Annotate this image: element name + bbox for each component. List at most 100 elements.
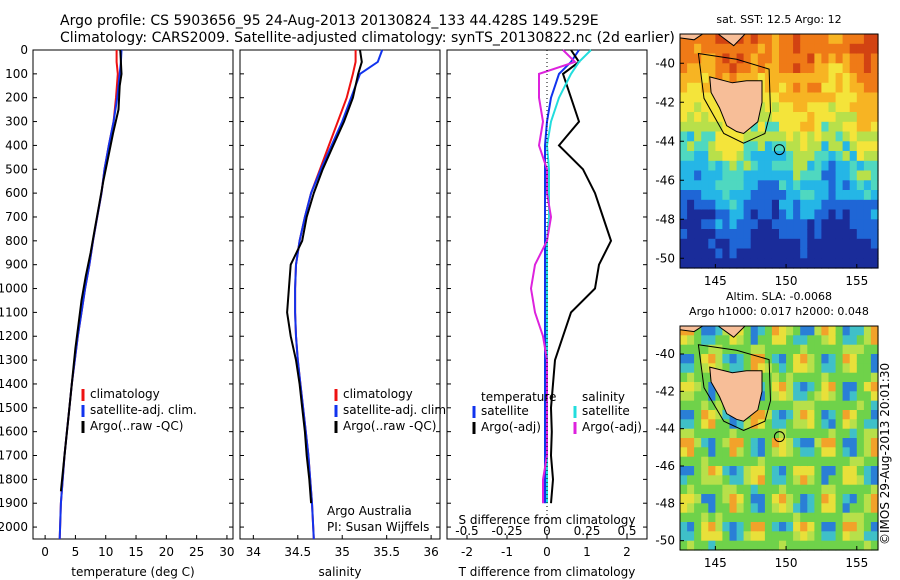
heatmap-cell	[842, 372, 851, 383]
heatmap-cell	[814, 494, 823, 504]
heatmap-cell	[814, 354, 823, 364]
heatmap-cell	[694, 160, 702, 172]
heatmap-cell	[863, 112, 872, 123]
heatmap-cell	[870, 82, 879, 94]
heatmap-cell	[870, 484, 879, 495]
heatmap-cell	[680, 540, 688, 551]
heatmap-cell	[708, 522, 716, 532]
heatmap-cell	[793, 258, 801, 269]
heatmap-cell	[694, 428, 702, 439]
heatmap-cell	[793, 335, 801, 346]
heatmap-cell	[828, 238, 837, 250]
heatmap-cell	[870, 190, 879, 201]
heatmap-cell	[807, 391, 815, 402]
heatmap-cell	[736, 63, 745, 74]
heatmap-cell	[694, 354, 702, 364]
heatmap-cell	[793, 209, 801, 220]
heatmap-cell	[814, 466, 823, 476]
y-tick-label: 600	[5, 186, 28, 200]
heatmap-cell	[814, 428, 823, 439]
heatmap-cell	[807, 326, 815, 336]
heatmap-cell	[793, 43, 801, 55]
heatmap-cell	[842, 82, 851, 94]
heatmap-cell	[743, 180, 752, 191]
heatmap-cell	[694, 540, 702, 551]
heatmap-cell	[680, 121, 688, 133]
heatmap-cell	[786, 363, 794, 374]
heatmap-cell	[687, 170, 695, 181]
heatmap-cell	[708, 209, 716, 220]
heatmap-cell	[764, 170, 773, 181]
heatmap-cell	[694, 73, 702, 84]
heatmap-cell	[807, 344, 815, 355]
heatmap-cell	[779, 456, 787, 467]
heatmap-cell	[814, 131, 823, 142]
heatmap-cell	[828, 190, 837, 201]
heatmap-cell	[715, 400, 724, 411]
heatmap-cell	[750, 354, 759, 364]
heatmap-cell	[779, 199, 787, 211]
heatmap-cell	[750, 512, 759, 523]
heatmap-cell	[807, 363, 815, 374]
heatmap-cell	[870, 438, 879, 448]
heatmap-cell	[793, 503, 801, 514]
heatmap-cell	[680, 456, 688, 467]
x-tick-label: 34	[246, 545, 261, 559]
heatmap-cell	[708, 540, 716, 551]
heatmap-cell	[800, 151, 808, 162]
heatmap-cell	[870, 199, 879, 211]
heatmap-cell	[764, 258, 773, 269]
heatmap-cell	[849, 229, 858, 240]
heatmap-cell	[771, 180, 780, 191]
heatmap-cell	[757, 447, 766, 458]
heatmap-cell	[779, 229, 787, 240]
heatmap-cell	[708, 503, 716, 514]
heatmap-cell	[694, 419, 702, 430]
heatmap-cell	[736, 335, 745, 346]
heatmap-cell	[870, 219, 879, 230]
heatmap-cell	[743, 456, 752, 467]
heatmap-cell	[870, 503, 879, 514]
heatmap-cell	[715, 43, 724, 55]
heatmap-cell	[842, 419, 851, 430]
heatmap-cell	[729, 160, 738, 172]
y-tick-label: 0	[20, 43, 28, 57]
heatmap-cell	[814, 512, 823, 523]
heatmap-cell	[863, 63, 872, 74]
x-tick-label: 0	[543, 545, 551, 559]
heatmap-cell	[835, 438, 844, 448]
heatmap-cell	[835, 354, 844, 364]
heatmap-cell	[722, 73, 731, 84]
heatmap-cell	[729, 180, 738, 191]
heatmap-cell	[750, 428, 759, 439]
heatmap-cell	[708, 63, 716, 74]
heatmap-cell	[786, 121, 794, 133]
heatmap-cell	[800, 170, 808, 181]
heatmap-cell	[863, 180, 872, 191]
map-x-tick-label: 155	[845, 556, 868, 570]
heatmap-cell	[870, 121, 879, 133]
heatmap-cell	[736, 428, 745, 439]
heatmap-cell	[856, 63, 865, 74]
heatmap-cell	[870, 53, 879, 64]
heatmap-cell	[729, 73, 738, 84]
heatmap-cell	[849, 419, 858, 430]
heatmap-cell	[849, 258, 858, 269]
heatmap-cell	[849, 34, 858, 45]
heatmap-cell	[701, 326, 709, 336]
heatmap-cell	[786, 209, 794, 220]
y-tick-label: 900	[5, 258, 28, 272]
heatmap-cell	[715, 238, 724, 250]
heatmap-cell	[835, 419, 844, 430]
heatmap-cell	[800, 102, 808, 113]
heatmap-cell	[856, 131, 865, 142]
heatmap-cell	[743, 209, 752, 220]
heatmap-cell	[821, 73, 830, 84]
annotation-text: Argo Australia	[327, 504, 412, 518]
heatmap-cell	[708, 512, 716, 523]
heatmap-cell	[842, 335, 851, 346]
heatmap-cell	[694, 438, 702, 448]
heatmap-cell	[680, 344, 688, 355]
heatmap-cell	[800, 512, 808, 523]
heatmap-cell	[849, 438, 858, 448]
